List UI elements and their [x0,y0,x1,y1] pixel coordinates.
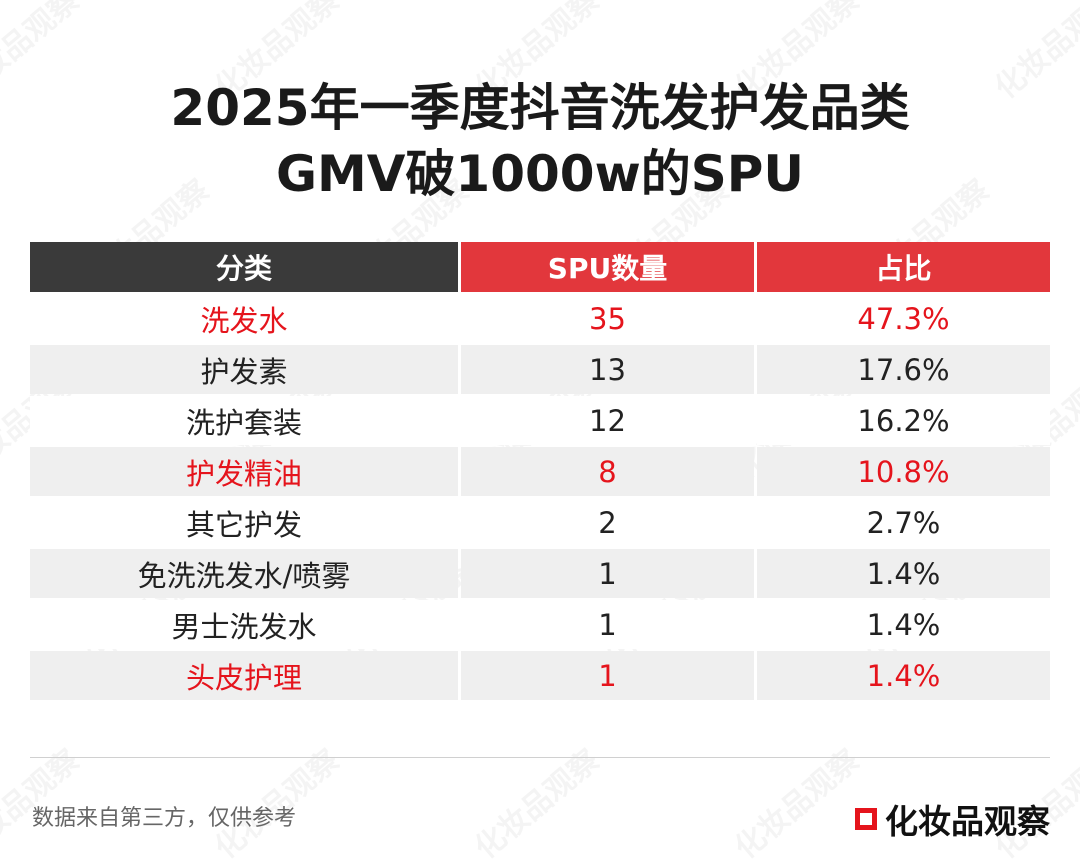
table-cell: 12 [461,396,754,445]
table-cell: 17.6% [757,345,1050,394]
table-cell: 1.4% [757,600,1050,649]
table-cell: 洗发水 [30,294,458,343]
column-header: 分类 [30,242,458,292]
watermark: 化妆品观察 [723,737,866,862]
brand-icon [855,808,877,830]
table-cell: 1 [461,549,754,598]
table-cell: 1 [461,600,754,649]
footer-note: 数据来自第三方，仅供参考 [32,806,297,831]
table-cell: 免洗洗发水/喷雾 [30,549,458,598]
table-cell: 13 [461,345,754,394]
brand-text: 化妆品观察 [885,802,1050,841]
table-cell: 头皮护理 [30,651,458,700]
brand: 化妆品观察 [855,795,1050,843]
title-line: GMV破1000w的SPU [275,145,805,203]
table-cell: 47.3% [757,294,1050,343]
column-header: SPU数量 [461,242,754,292]
table-cell: 1 [461,651,754,700]
title-line: 2025年一季度抖音洗发护发品类 [170,79,910,137]
table-cell: 护发素 [30,345,458,394]
table-cell: 35 [461,294,754,343]
table-cell: 其它护发 [30,498,458,547]
table-cell: 2 [461,498,754,547]
table-cell: 8 [461,447,754,496]
table-cell: 1.4% [757,549,1050,598]
table-cell: 洗护套装 [30,396,458,445]
divider [30,757,1050,758]
table-cell: 男士洗发水 [30,600,458,649]
table-cell: 10.8% [757,447,1050,496]
watermark: 化妆品观察 [463,737,606,862]
column-header: 占比 [757,242,1050,292]
table-cell: 护发精油 [30,447,458,496]
table-cell: 16.2% [757,396,1050,445]
table-cell: 1.4% [757,651,1050,700]
table-cell: 2.7% [757,498,1050,547]
